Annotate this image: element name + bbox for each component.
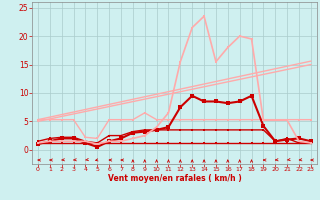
X-axis label: Vent moyen/en rafales ( km/h ): Vent moyen/en rafales ( km/h ) <box>108 174 241 183</box>
